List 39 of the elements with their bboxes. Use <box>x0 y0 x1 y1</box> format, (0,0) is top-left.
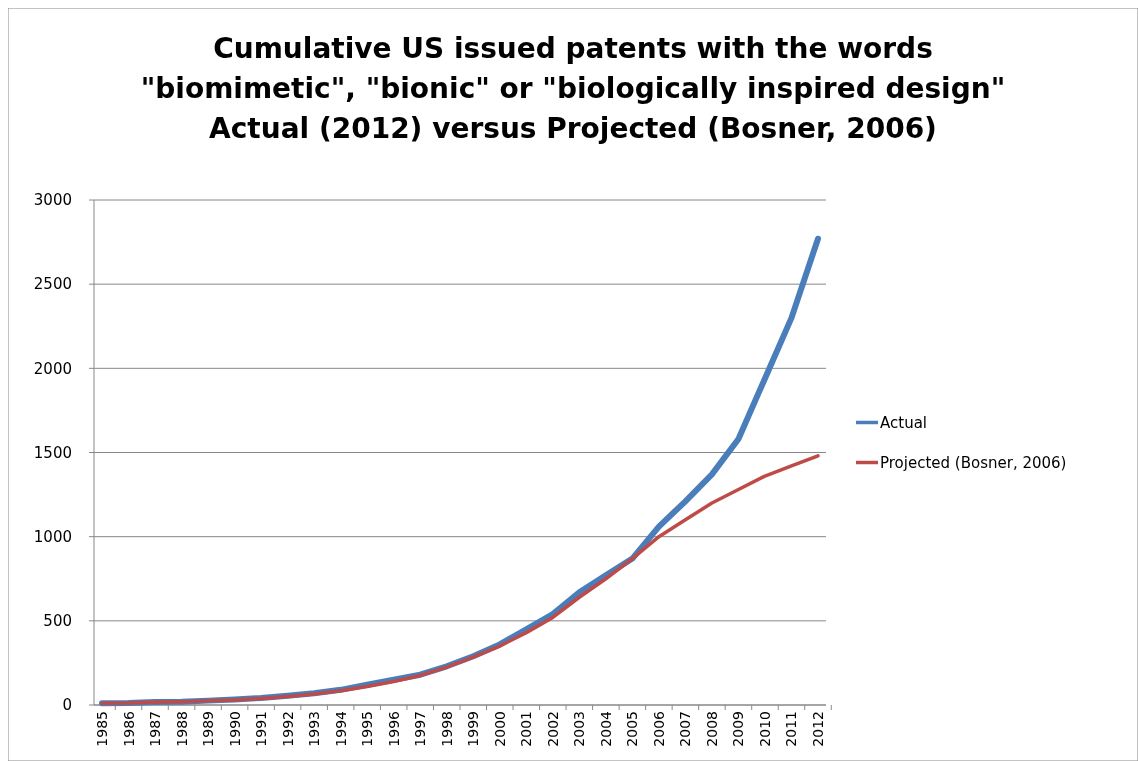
x-tick-label: 1985 <box>94 711 110 747</box>
x-tick-label: 2000 <box>491 711 508 747</box>
y-tick-label: 1500 <box>33 443 72 462</box>
x-tick-label: 1994 <box>332 710 349 747</box>
x-tick-label: 1998 <box>438 711 455 747</box>
x-tick-label: 2003 <box>571 711 588 747</box>
x-tick-label: 2011 <box>783 711 800 747</box>
x-tick-label: 1992 <box>279 711 296 747</box>
y-tick-label: 2000 <box>33 359 72 378</box>
x-tick-label: 2009 <box>730 711 747 747</box>
y-tick-label: 500 <box>43 612 72 631</box>
y-tick-label: 3000 <box>33 191 72 210</box>
x-tick-label: 1986 <box>120 710 137 747</box>
x-tick-label: 2007 <box>677 711 694 747</box>
x-tick-label: 1999 <box>465 711 482 747</box>
x-tick-label: 1988 <box>173 711 190 747</box>
x-tick-label: 1989 <box>200 711 217 747</box>
x-tick-label: 2005 <box>624 711 641 747</box>
x-tick-label: 2008 <box>703 711 720 747</box>
x-tick-label: 2010 <box>756 711 773 747</box>
x-tick-label: 1996 <box>385 710 402 747</box>
x-tick-label: 2012 <box>810 711 826 747</box>
x-tick-label: 1993 <box>306 711 323 747</box>
chart-title: Cumulative US issued patents with the words "biomimetic", "bionic" or "biologically inspired design" Actual (2012) versus Projected (Bosner, 2006) <box>140 32 1006 145</box>
x-tick-label: 1990 <box>226 711 243 747</box>
x-tick-label: 2002 <box>544 711 561 747</box>
x-tick-label: 2006 <box>650 710 667 747</box>
x-tick-label: 1987 <box>147 711 164 747</box>
x-tick-label: 1995 <box>359 711 376 747</box>
y-tick-label: 1000 <box>33 527 72 546</box>
x-tick-label: 2004 <box>597 710 614 747</box>
x-tick-label: 1997 <box>412 711 429 747</box>
legend-label: Projected (Bosner, 2006) <box>880 453 1067 472</box>
line-series <box>100 454 820 706</box>
x-tick-label: 1991 <box>253 711 270 747</box>
y-tick-label: 2500 <box>33 275 72 294</box>
x-tick-label: 2001 <box>518 711 535 747</box>
legend-label: Actual <box>880 413 927 432</box>
y-tick-label: 0 <box>62 696 72 715</box>
